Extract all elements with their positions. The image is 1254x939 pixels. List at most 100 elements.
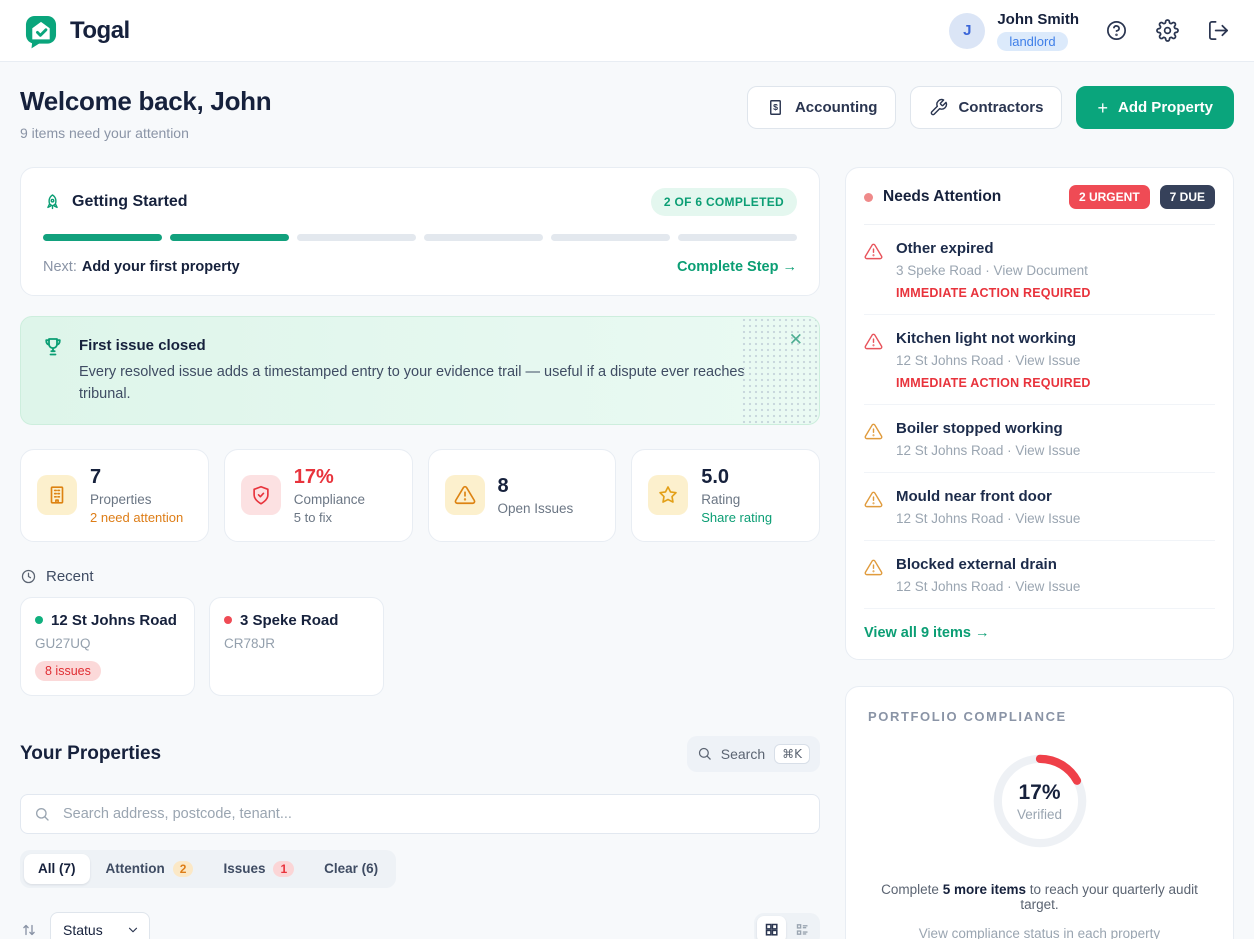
sort-select[interactable]: Status [50,911,150,939]
page-title: Welcome back, John [20,86,272,116]
dots-pattern [741,317,819,424]
tab-issues[interactable]: Issues 1 [209,854,308,884]
urgent-badge: 2 URGENT [1068,185,1150,209]
app-header: Togal J John Smith landlord [0,0,1254,62]
share-rating-link[interactable]: Share rating [701,509,773,525]
plus-icon: + [1097,97,1108,118]
compliance-title: PORTFOLIO COMPLIANCE [868,709,1067,724]
stat-label: Rating [701,491,741,507]
shield-check-icon [240,475,281,515]
list-view-button[interactable] [788,916,817,939]
star-icon [648,475,689,515]
help-icon [1105,19,1128,42]
gear-icon [1156,19,1179,42]
user-name: John Smith [997,10,1079,28]
rocket-icon [43,193,62,212]
achievement-body: Every resolved issue adds a timestamped … [79,364,745,402]
user-role-badge: landlord [997,31,1068,51]
warning-triangle-icon [864,420,883,458]
warning-triangle-icon [864,556,883,594]
property-name: 12 St Johns Road [51,611,177,629]
trophy-icon [41,335,65,406]
complete-step-link[interactable]: Complete Step → [676,259,797,275]
attention-item[interactable]: Mould near front door 12 St Johns Road ·… [864,473,1215,541]
progress-segment [551,234,670,241]
portfolio-compliance-card: PORTFOLIO COMPLIANCE 17% Verified Comple… [845,686,1234,939]
property-postcode: CR78JR [224,635,276,651]
achievement-title: First issue closed [79,337,206,354]
stat-label: Open Issues [497,500,574,516]
due-badge: 7 DUE [1159,185,1215,209]
user-menu[interactable]: J John Smith landlord [949,11,1079,51]
stat-value: 17% [293,465,334,488]
tab-attention[interactable]: Attention 2 [92,854,208,884]
compliance-donut: 17% Verified [985,746,1095,856]
brand-logo[interactable]: Togal [22,12,130,50]
progress-segment [424,234,543,241]
list-icon [795,922,810,937]
attention-item[interactable]: Boiler stopped working 12 St Johns Road … [864,405,1215,473]
issues-badge: 8 issues [35,660,101,681]
attention-summary: 9 items need your attention [20,125,189,141]
add-property-button[interactable]: + Add Property [1076,86,1234,129]
clock-icon [20,568,37,585]
stat-value: 7 [90,465,102,488]
recent-property-card[interactable]: 3 Speke Road CR78JR [209,596,384,696]
add-property-label: Add Property [1117,99,1213,116]
progress-segment [297,234,416,241]
search-icon [697,746,712,761]
attention-item[interactable]: Blocked external drain 12 St Johns Road … [864,541,1215,609]
shortcut-badge: ⌘K [774,743,810,764]
attention-item[interactable]: Kitchen light not working 12 St Johns Ro… [864,315,1215,405]
compliance-note: Complete 5 more items to reach your quar… [881,882,1198,912]
view-all-link[interactable]: View all 9 items → [864,625,990,641]
close-icon[interactable]: ✕ [788,330,803,349]
settings-button[interactable] [1154,17,1181,44]
help-button[interactable] [1103,17,1130,44]
warning-triangle-icon [864,330,883,390]
status-dot-green [35,616,43,624]
contractors-button[interactable]: Contractors [910,86,1063,129]
stat-properties[interactable]: 7 Properties 2 need attention [20,448,209,542]
progress-segment [43,234,162,241]
accounting-button[interactable]: $ Accounting [746,86,897,129]
recent-property-card[interactable]: 12 St Johns Road GU27UQ 8 issues [20,596,195,696]
stat-open-issues[interactable]: 8 Open Issues [427,448,617,542]
sort-arrows-icon [20,921,38,939]
accounting-label: Accounting [794,99,878,116]
tab-clear[interactable]: Clear (6) [310,854,392,884]
property-name: 3 Speke Road [240,611,339,629]
stat-compliance[interactable]: 17% Compliance 5 to fix [223,448,413,542]
grid-view-button[interactable] [757,916,786,939]
quick-search-button[interactable]: Search ⌘K [686,735,820,772]
alert-dot-icon [864,192,873,202]
search-input[interactable] [20,793,820,834]
needs-attention-title: Needs Attention [883,188,1002,205]
warning-triangle-icon [864,240,883,300]
search-icon [34,806,50,822]
tab-all[interactable]: All (7) [24,853,90,884]
stat-label: Properties [90,491,152,507]
svg-text:$: $ [773,102,778,112]
next-step: Add your first property [81,259,240,275]
progress-segment [678,234,797,241]
warning-triangle-icon [444,475,485,515]
building-icon [37,475,77,515]
filter-tabs: All (7) Attention 2 Issues 1 Clear (6) [20,849,397,888]
your-properties-title: Your Properties [20,742,162,764]
logout-button[interactable] [1205,17,1232,44]
avatar[interactable]: J [949,12,986,49]
stat-sub: 5 to fix [293,509,333,525]
progress-segment [170,234,289,241]
attention-count-badge: 2 [172,860,194,877]
contractors-label: Contractors [958,99,1044,116]
receipt-icon: $ [766,98,785,117]
togal-logo-icon [22,12,60,50]
stat-rating[interactable]: 5.0 Rating Share rating [631,448,820,542]
brand-name: Togal [70,16,130,44]
grid-icon [764,922,779,937]
attention-item[interactable]: Other expired 3 Speke Road · View Docume… [864,225,1215,315]
logout-icon [1207,19,1230,42]
compliance-status-link[interactable]: View compliance status in each property [918,926,1161,939]
getting-started-title: Getting Started [72,193,188,210]
